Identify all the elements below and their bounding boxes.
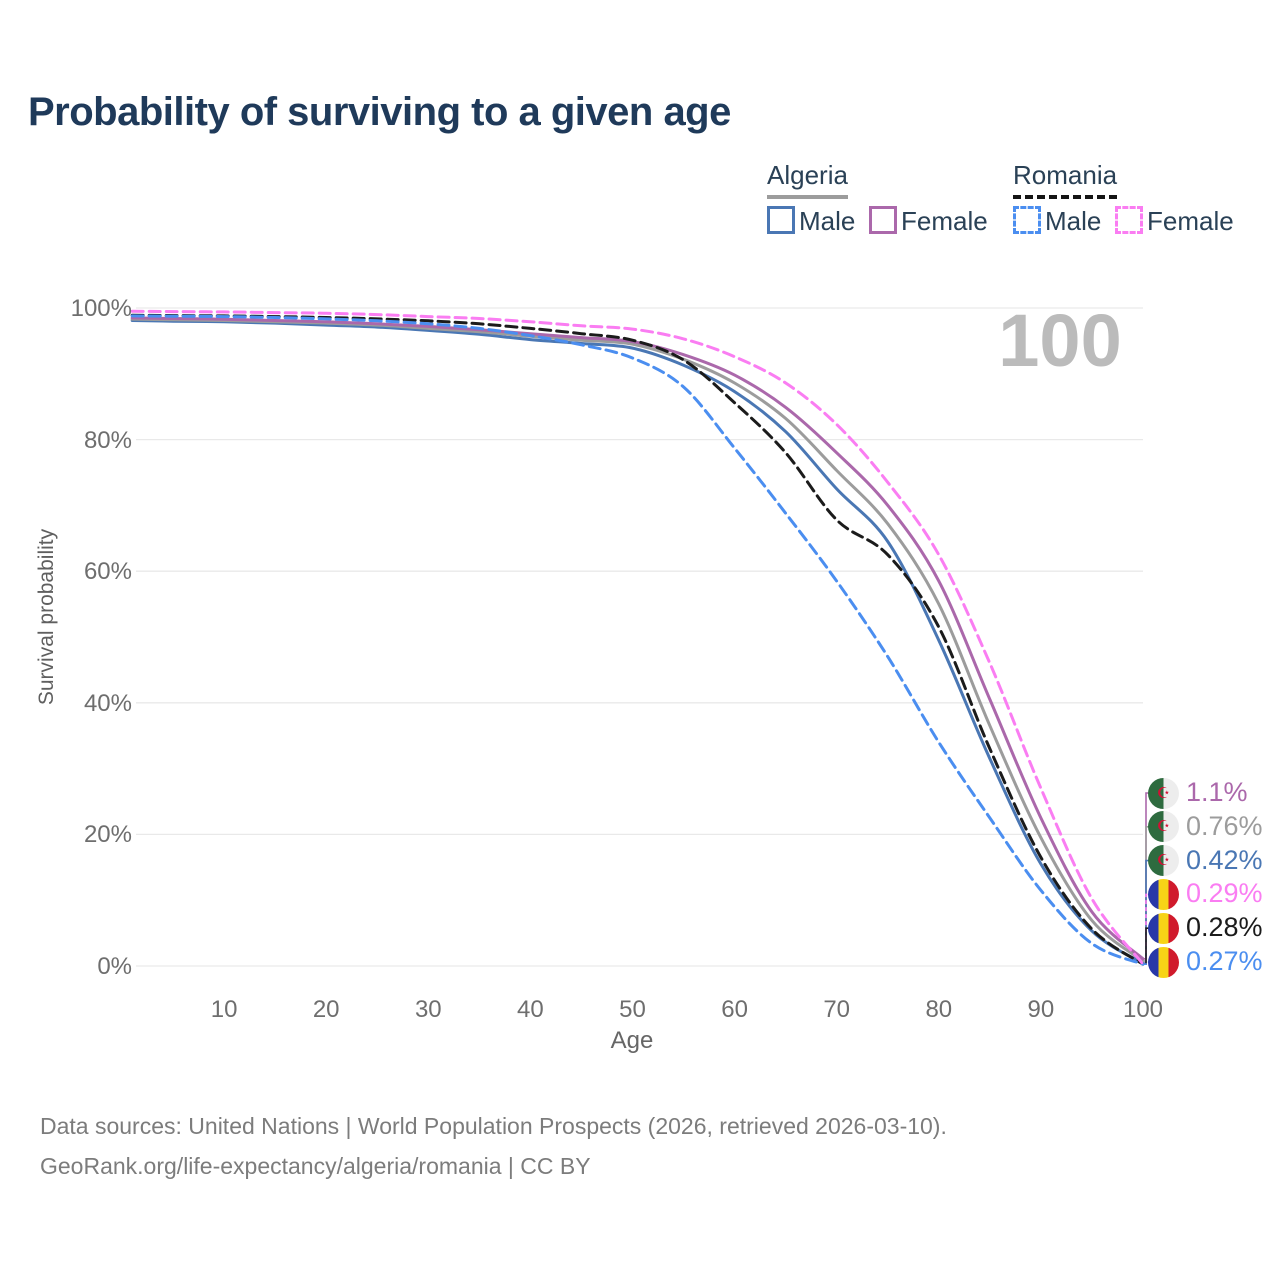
footer-attribution: Data sources: United Nations | World Pop…	[40, 1106, 947, 1186]
end-label-value-algeria_male: 0.42%	[1186, 844, 1263, 875]
legend-group-romania: Romania	[1013, 160, 1118, 199]
end-label-value-romania_total: 0.28%	[1186, 912, 1263, 943]
crescent-star-icon: ☪	[1156, 818, 1171, 836]
legend-swatch-algeria-female[interactable]	[869, 206, 897, 234]
page-title: Probability of surviving to a given age	[28, 90, 731, 134]
legend-swatch-romania-female[interactable]	[1115, 206, 1143, 234]
y-tick-label: 60%	[83, 558, 132, 586]
x-tick-label: 70	[823, 996, 851, 1023]
y-tick-label: 0%	[97, 953, 132, 980]
legend-group-algeria: Algeria	[767, 160, 848, 199]
legend-swatch-romania-male[interactable]	[1013, 206, 1041, 234]
series-line-algeria_female[interactable]	[130, 316, 1145, 961]
y-tick-label: 100%	[70, 295, 132, 322]
x-tick-label: 50	[619, 996, 646, 1023]
x-tick-label: 80	[925, 996, 953, 1023]
legend-label-algeria-male[interactable]: Male	[799, 206, 856, 236]
legend-label-romania-male[interactable]: Male	[1045, 206, 1102, 236]
x-tick-label: 60	[721, 996, 748, 1023]
algeria-flag-icon: ☪	[1148, 811, 1179, 843]
y-tick-label: 20%	[83, 821, 132, 849]
y-tick-label: 80%	[83, 426, 132, 454]
age-watermark: 100	[998, 299, 1121, 382]
crescent-star-icon: ☪	[1156, 852, 1171, 870]
series-line-algeria_total[interactable]	[130, 317, 1145, 963]
series-line-romania_female[interactable]	[130, 309, 1145, 966]
romania-flag-icon	[1148, 912, 1179, 944]
legend-swatch-algeria-male[interactable]	[767, 206, 795, 234]
series-line-algeria_male[interactable]	[130, 319, 1145, 965]
source-url-line: GeoRank.org/life-expectancy/algeria/roma…	[40, 1153, 591, 1179]
algeria-flag-icon: ☪	[1148, 777, 1179, 809]
x-tick-label: 20	[312, 996, 340, 1023]
x-tick-label: 100	[1122, 996, 1164, 1023]
end-label-value-romania_female: 0.29%	[1186, 878, 1263, 909]
x-tick-label: 30	[414, 996, 442, 1023]
end-label-value-romania_male: 0.27%	[1186, 946, 1263, 976]
series-line-romania_total[interactable]	[130, 313, 1145, 966]
data-sources-line: Data sources: United Nations | World Pop…	[40, 1113, 947, 1139]
x-axis-title: Age	[610, 1027, 654, 1054]
algeria-flag-icon: ☪	[1148, 845, 1179, 877]
series-line-romania_male[interactable]	[130, 314, 1145, 966]
legend-label-romania-female[interactable]: Female	[1147, 206, 1234, 236]
x-tick-label: 40	[517, 996, 544, 1023]
end-label-connector-algeria_male	[1143, 859, 1152, 964]
crescent-star-icon: ☪	[1156, 784, 1171, 802]
y-axis-title: Survival probability	[35, 528, 58, 706]
x-tick-label: 90	[1027, 996, 1055, 1023]
romania-flag-icon	[1148, 878, 1179, 910]
x-tick-label: 10	[210, 996, 238, 1023]
end-label-value-algeria_total: 0.76%	[1186, 810, 1263, 841]
y-tick-label: 40%	[83, 689, 132, 717]
legend-label-algeria-female[interactable]: Female	[901, 206, 988, 236]
romania-flag-icon	[1148, 946, 1179, 978]
end-label-value-algeria_female: 1.1%	[1186, 777, 1248, 807]
